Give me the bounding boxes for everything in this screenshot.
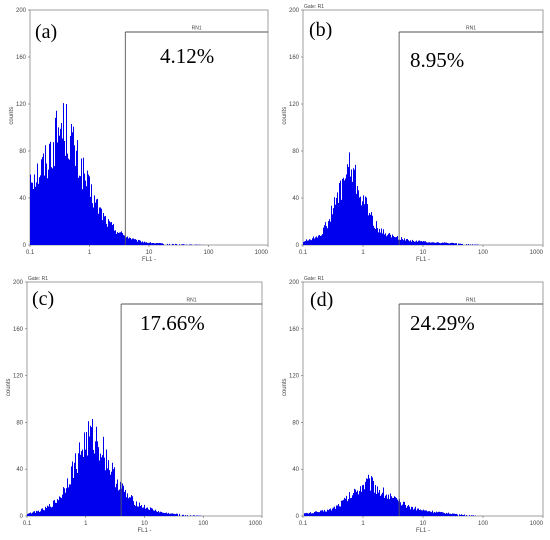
y-tick-label: 160 xyxy=(289,327,300,333)
histogram-panel-c: RN1 0 40 80 120 160 200 0.1 1 10 100 1000 FL1 - count… xyxy=(0,268,275,540)
panel-label: (a) xyxy=(35,21,57,43)
x-tick-label: 1 xyxy=(361,521,365,527)
x-tick-label: 0.1 xyxy=(26,250,35,256)
x-axis-label: FL1 - xyxy=(137,528,151,534)
x-tick-label: 10 xyxy=(420,250,427,256)
plot-frame xyxy=(26,281,263,517)
y-tick-label: 160 xyxy=(289,55,300,61)
x-tick-label: 10 xyxy=(141,521,148,527)
y-tick-label: 40 xyxy=(292,196,299,202)
percent-label: 17.66% xyxy=(140,311,205,335)
percent-label: 24.29% xyxy=(410,311,475,335)
histogram-bars xyxy=(303,152,479,245)
x-tick-label: 0.1 xyxy=(23,521,32,527)
percent-label: 4.12% xyxy=(160,44,214,68)
x-tick-label: 1000 xyxy=(255,250,269,256)
gate-label: Gate: R1 xyxy=(304,276,324,282)
y-tick-label: 200 xyxy=(16,8,27,14)
histogram-c: RN1 0 40 80 120 160 200 0.1 1 10 100 1000 FL1 - count… xyxy=(6,276,263,534)
histogram-panel-a: RN1 0 40 80 120 160 200 0.1 1 10 100 1000 FL1 - count… xyxy=(0,0,275,270)
x-tick-label: 100 xyxy=(478,521,489,527)
plot-frame xyxy=(302,281,544,517)
histogram-bars xyxy=(27,418,203,516)
marker-label: RN1 xyxy=(466,26,476,32)
y-tick-label: 160 xyxy=(13,327,24,333)
y-tick-label: 120 xyxy=(289,374,300,380)
y-tick-label: 80 xyxy=(16,420,23,426)
x-tick-label: 1000 xyxy=(249,521,263,527)
y-tick-label: 80 xyxy=(19,149,26,155)
histogram-a: RN1 0 40 80 120 160 200 0.1 1 10 100 1000 FL1 - count… xyxy=(9,8,269,263)
y-tick-label: 0 xyxy=(296,243,300,249)
x-tick-label: 100 xyxy=(203,250,214,256)
marker-label: RN1 xyxy=(192,26,202,32)
histogram-bars xyxy=(304,474,483,516)
marker-label: RN1 xyxy=(466,298,476,304)
x-tick-label: 10 xyxy=(146,250,153,256)
y-tick-label: 80 xyxy=(292,420,299,426)
y-tick-label: 0 xyxy=(23,243,27,249)
y-axis-label: counts xyxy=(282,378,288,396)
gate-label: Gate: R1 xyxy=(304,4,324,10)
histogram-panel-b: RN1 0 40 80 120 160 200 0.1 1 10 100 1000 FL1 - count… xyxy=(275,0,550,270)
y-tick-label: 160 xyxy=(16,55,27,61)
y-tick-label: 80 xyxy=(292,149,299,155)
y-tick-label: 200 xyxy=(289,280,300,286)
y-axis-label: counts xyxy=(9,107,15,125)
percent-label: 8.95% xyxy=(410,48,464,72)
x-axis-label: FL1 - xyxy=(416,528,430,534)
x-tick-label: 100 xyxy=(478,250,489,256)
panel-label: (b) xyxy=(309,19,332,41)
x-axis-label: FL1 - xyxy=(142,257,156,263)
y-tick-label: 0 xyxy=(296,514,300,520)
y-tick-label: 0 xyxy=(20,514,24,520)
x-tick-label: 1 xyxy=(361,250,365,256)
x-tick-label: 10 xyxy=(420,521,427,527)
gate-label: Gate: R1 xyxy=(28,276,48,282)
y-tick-label: 120 xyxy=(13,374,24,380)
y-tick-label: 120 xyxy=(16,102,27,108)
panel-label: (d) xyxy=(310,289,333,311)
x-tick-label: 1000 xyxy=(530,250,544,256)
histogram-b: RN1 0 40 80 120 160 200 0.1 1 10 100 1000 FL1 - count… xyxy=(282,4,544,263)
y-tick-label: 40 xyxy=(19,196,26,202)
y-axis-label: counts xyxy=(282,107,288,125)
y-tick-label: 200 xyxy=(289,8,300,14)
y-tick-label: 40 xyxy=(16,467,23,473)
histogram-panel-d: RN1 0 40 80 120 160 200 0.1 1 10 100 1000 FL1 - count… xyxy=(275,268,550,540)
x-tick-label: 0.1 xyxy=(299,521,308,527)
y-tick-label: 40 xyxy=(292,467,299,473)
x-tick-label: 1 xyxy=(88,250,92,256)
x-axis-label: FL1 - xyxy=(416,257,430,263)
histogram-d: RN1 0 40 80 120 160 200 0.1 1 10 100 1000 FL1 - count… xyxy=(282,276,544,534)
x-tick-label: 100 xyxy=(198,521,209,527)
y-axis-label: counts xyxy=(6,378,12,396)
histogram-bars xyxy=(30,103,208,245)
y-tick-label: 120 xyxy=(289,102,300,108)
panel-label: (c) xyxy=(32,288,54,310)
marker-label: RN1 xyxy=(187,298,197,304)
x-tick-label: 1 xyxy=(84,521,88,527)
x-tick-label: 0.1 xyxy=(299,250,308,256)
y-tick-label: 200 xyxy=(13,280,24,286)
x-tick-label: 1000 xyxy=(530,521,544,527)
